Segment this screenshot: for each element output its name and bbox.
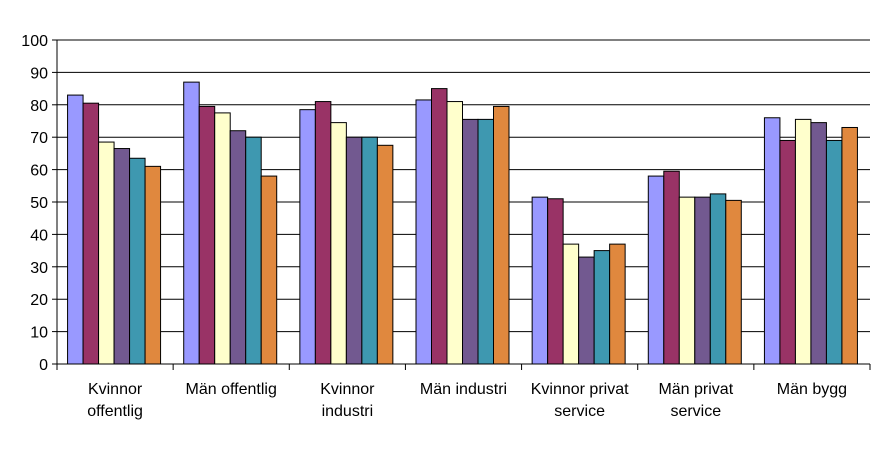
bar bbox=[113, 148, 131, 365]
bar bbox=[67, 94, 84, 365]
bar bbox=[183, 81, 200, 365]
bar bbox=[144, 165, 162, 365]
bar bbox=[678, 196, 696, 365]
y-tick-label: 100 bbox=[21, 33, 48, 50]
bar bbox=[314, 101, 332, 365]
bar bbox=[531, 196, 549, 365]
bar bbox=[493, 105, 510, 365]
bar bbox=[415, 99, 432, 365]
bar bbox=[198, 105, 216, 365]
bar bbox=[547, 198, 564, 365]
y-tick-label: 50 bbox=[30, 195, 48, 212]
bar bbox=[129, 157, 146, 365]
bar bbox=[446, 101, 463, 365]
category-label: Kvinnor bbox=[320, 381, 375, 398]
category-label: industri bbox=[322, 403, 374, 420]
category-label: Män privat bbox=[658, 381, 733, 398]
bar bbox=[779, 139, 796, 365]
bar bbox=[299, 109, 316, 365]
bar bbox=[431, 88, 448, 365]
bar bbox=[477, 118, 494, 365]
bar bbox=[810, 122, 827, 365]
category-label: Kvinnor bbox=[88, 381, 143, 398]
bar bbox=[647, 175, 665, 365]
axes bbox=[52, 39, 871, 370]
bar bbox=[376, 144, 394, 365]
bar bbox=[694, 196, 711, 365]
bar bbox=[562, 243, 580, 365]
y-tick-label: 90 bbox=[30, 65, 48, 82]
bar bbox=[794, 118, 812, 365]
bar bbox=[709, 193, 727, 365]
category-label: Kvinnor privat bbox=[531, 381, 629, 398]
y-tick-labels: 0 10 20 30 40 50 60 70 80 90 100 bbox=[21, 33, 48, 374]
category-label: service bbox=[670, 403, 721, 420]
y-tick-label: 10 bbox=[30, 325, 48, 342]
bar bbox=[763, 117, 781, 365]
bar bbox=[609, 243, 626, 365]
bar bbox=[330, 122, 347, 365]
category-label: Män industri bbox=[420, 381, 507, 398]
bar bbox=[214, 112, 231, 365]
bar bbox=[725, 199, 742, 365]
category-label: offentlig bbox=[87, 403, 143, 420]
bar bbox=[841, 126, 858, 365]
bar bbox=[462, 118, 479, 365]
bars bbox=[67, 81, 858, 365]
bar bbox=[578, 256, 595, 365]
category-label: service bbox=[554, 403, 605, 420]
bar bbox=[98, 141, 115, 365]
category-label: Män bygg bbox=[777, 381, 847, 398]
y-tick-label: 0 bbox=[39, 357, 48, 374]
y-tick-label: 20 bbox=[30, 292, 48, 309]
bar bbox=[361, 136, 378, 365]
y-tick-label: 30 bbox=[30, 260, 48, 277]
bar bbox=[229, 130, 247, 365]
bar bbox=[345, 136, 363, 365]
y-tick-label: 40 bbox=[30, 227, 48, 244]
bar bbox=[260, 175, 278, 365]
bar bbox=[663, 170, 680, 365]
y-tick-label: 60 bbox=[30, 163, 48, 180]
bar bbox=[245, 136, 262, 365]
bar bbox=[825, 139, 843, 365]
category-labels: Kvinnor offentlig Män offentlig Kvinnor indu… bbox=[87, 381, 847, 420]
y-tick-label: 70 bbox=[30, 130, 48, 147]
category-label: Män offentlig bbox=[186, 381, 277, 398]
bar bbox=[82, 102, 100, 365]
y-tick-label: 80 bbox=[30, 98, 48, 115]
bar bbox=[593, 250, 611, 365]
